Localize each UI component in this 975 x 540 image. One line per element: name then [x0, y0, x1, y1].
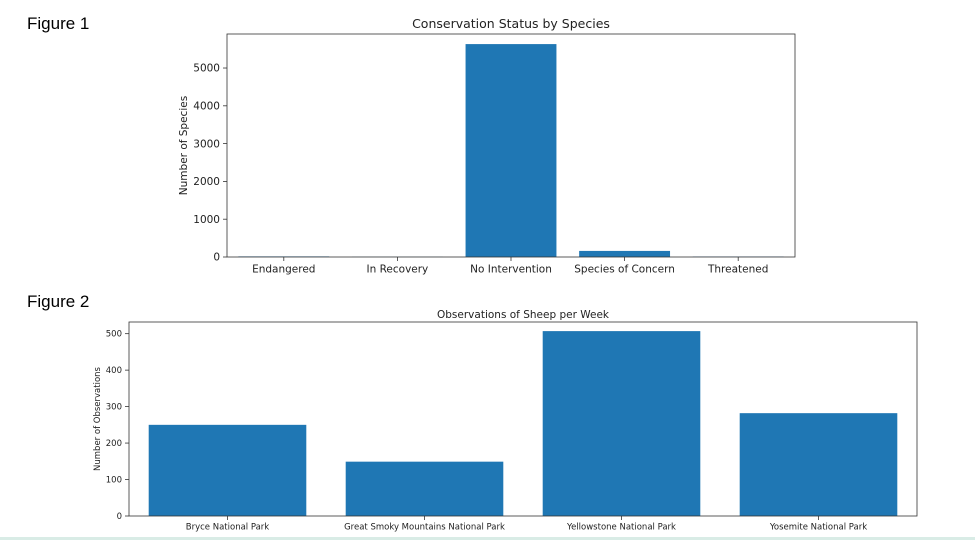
y-tick-label-300: 300	[106, 403, 122, 413]
bar-yosemite-national-park	[739, 413, 898, 516]
y-tick-label-2000: 2000	[193, 176, 220, 188]
x-tick-label-great-smoky-mountains-national-park: Great Smoky Mountains National Park	[344, 523, 505, 533]
y-tick-label-100: 100	[106, 476, 122, 486]
y-tick-label-500: 500	[106, 330, 122, 340]
x-tick-label-threatened: Threatened	[707, 264, 768, 276]
bottom-divider	[0, 537, 975, 540]
bar-species-of-concern	[579, 250, 671, 257]
x-tick-label-species-of-concern: Species of Concern	[574, 264, 675, 276]
y-tick-label-0: 0	[117, 512, 122, 522]
chart-1-axes-frame	[128, 321, 918, 517]
y-tick-label-400: 400	[106, 366, 122, 376]
y-tick-label-0: 0	[213, 252, 220, 264]
chart-1-ylabel: Number of Observations	[93, 366, 103, 471]
x-tick-label-bryce-national-park: Bryce National Park	[186, 523, 270, 533]
chart-sheep-observations: Observations of Sheep per Week 0 100 200 300…	[93, 309, 918, 533]
x-tick-label-in-recovery: In Recovery	[367, 264, 429, 276]
chart-0-title: Conservation Status by Species	[412, 16, 610, 31]
x-tick-label-endangered: Endangered	[252, 264, 315, 276]
bar-no-intervention	[465, 44, 557, 258]
y-tick-label-4000: 4000	[193, 100, 220, 112]
chart-conservation-status: Conservation Status by Species 0 1000 2000 3…	[178, 16, 796, 276]
chart-0-ylabel: Number of Species	[178, 96, 190, 195]
figure-2-label: Figure 2	[27, 292, 90, 311]
y-tick-label-5000: 5000	[193, 63, 220, 75]
bar-yellowstone-national-park	[542, 331, 701, 516]
x-tick-label-yellowstone-national-park: Yellowstone National Park	[566, 523, 676, 533]
chart-1-title: Observations of Sheep per Week	[437, 309, 610, 321]
y-tick-label-200: 200	[106, 439, 122, 449]
y-tick-label-3000: 3000	[193, 138, 220, 150]
bar-great-smoky-mountains-national-park	[345, 461, 504, 516]
figure-1-label: Figure 1	[27, 14, 90, 33]
y-tick-label-1000: 1000	[193, 214, 220, 226]
x-tick-label-yosemite-national-park: Yosemite National Park	[769, 523, 867, 533]
bar-bryce-national-park	[148, 424, 307, 516]
x-tick-label-no-intervention: No Intervention	[470, 264, 552, 276]
